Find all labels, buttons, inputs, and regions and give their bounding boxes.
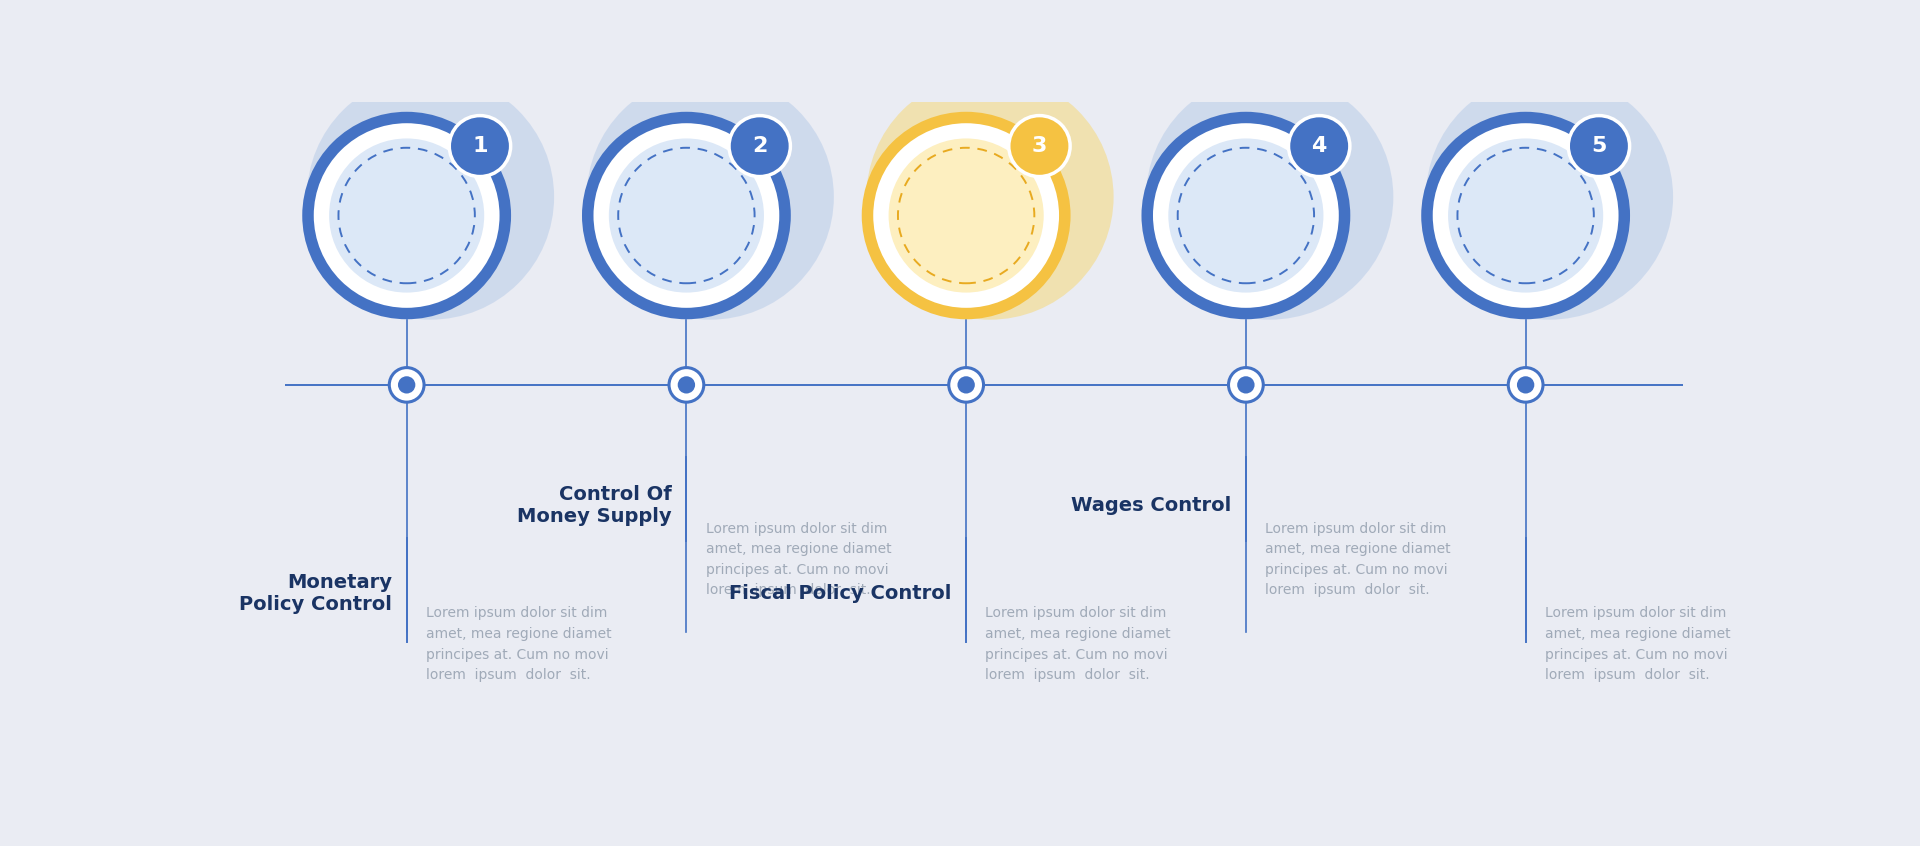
Ellipse shape — [948, 368, 983, 402]
Ellipse shape — [678, 376, 695, 393]
Ellipse shape — [1169, 139, 1323, 293]
Text: 5: 5 — [1592, 136, 1607, 156]
Text: Lorem ipsum dolor sit dim
amet, mea regione diamet
principes at. Cum no movi
lor: Lorem ipsum dolor sit dim amet, mea regi… — [707, 522, 891, 597]
Ellipse shape — [307, 74, 555, 320]
Ellipse shape — [301, 112, 511, 319]
Ellipse shape — [1229, 368, 1263, 402]
Text: Lorem ipsum dolor sit dim
amet, mea regione diamet
principes at. Cum no movi
lor: Lorem ipsum dolor sit dim amet, mea regi… — [985, 607, 1171, 682]
Ellipse shape — [1509, 368, 1544, 402]
Ellipse shape — [313, 124, 499, 308]
Text: Wages Control: Wages Control — [1071, 496, 1231, 515]
Ellipse shape — [328, 139, 484, 293]
Ellipse shape — [958, 376, 975, 393]
Ellipse shape — [1008, 116, 1069, 177]
Ellipse shape — [397, 376, 415, 393]
Ellipse shape — [862, 112, 1071, 319]
Ellipse shape — [609, 139, 764, 293]
Ellipse shape — [449, 116, 511, 177]
Ellipse shape — [874, 124, 1060, 308]
Ellipse shape — [1236, 376, 1254, 393]
Ellipse shape — [1517, 376, 1534, 393]
Ellipse shape — [730, 116, 791, 177]
Ellipse shape — [1448, 139, 1603, 293]
Text: Monetary
Policy Control: Monetary Policy Control — [238, 573, 392, 614]
Ellipse shape — [1421, 112, 1630, 319]
Ellipse shape — [593, 124, 780, 308]
Text: 1: 1 — [472, 136, 488, 156]
Ellipse shape — [1432, 124, 1619, 308]
Ellipse shape — [889, 139, 1044, 293]
Ellipse shape — [1427, 74, 1672, 320]
Ellipse shape — [1569, 116, 1630, 177]
Ellipse shape — [668, 368, 705, 402]
Text: Fiscal Policy Control: Fiscal Policy Control — [730, 584, 950, 603]
Ellipse shape — [866, 74, 1114, 320]
Ellipse shape — [1154, 124, 1338, 308]
Text: 3: 3 — [1031, 136, 1046, 156]
Ellipse shape — [1288, 116, 1350, 177]
Ellipse shape — [582, 112, 791, 319]
Text: 2: 2 — [753, 136, 768, 156]
Ellipse shape — [1146, 74, 1394, 320]
Ellipse shape — [390, 368, 424, 402]
Ellipse shape — [588, 74, 833, 320]
Text: Lorem ipsum dolor sit dim
amet, mea regione diamet
principes at. Cum no movi
lor: Lorem ipsum dolor sit dim amet, mea regi… — [426, 607, 612, 682]
Ellipse shape — [1142, 112, 1350, 319]
Text: Lorem ipsum dolor sit dim
amet, mea regione diamet
principes at. Cum no movi
lor: Lorem ipsum dolor sit dim amet, mea regi… — [1265, 522, 1452, 597]
Text: 4: 4 — [1311, 136, 1327, 156]
Text: Control Of
Money Supply: Control Of Money Supply — [516, 485, 672, 526]
Text: Lorem ipsum dolor sit dim
amet, mea regione diamet
principes at. Cum no movi
lor: Lorem ipsum dolor sit dim amet, mea regi… — [1546, 607, 1730, 682]
